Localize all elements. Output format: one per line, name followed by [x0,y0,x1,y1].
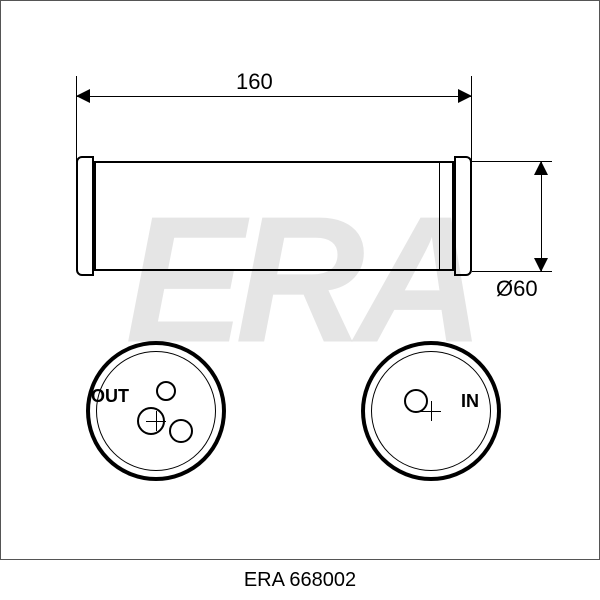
in-label: IN [461,391,479,412]
arrow-left-icon [76,89,92,103]
dim-dia-line [541,161,542,271]
footer-brand: ERA [244,569,284,591]
footer-part-number: 668002 [289,569,356,591]
cylinder-body [94,161,454,271]
out-label: OUT [91,386,129,407]
out-port-1 [156,381,176,401]
in-port-1 [404,389,428,413]
diagram-frame: ERA 160 Ø60 OUT IN [0,0,600,560]
in-center-v [431,401,432,421]
footer-caption: ERA 668002 [0,569,600,592]
arrow-down-icon [534,256,548,272]
arrow-right-icon [456,89,472,103]
cylinder-left-cap [76,156,94,276]
dim-length-line [76,96,471,97]
cylinder-right-cap [454,156,472,276]
dim-diameter-label: Ø60 [496,276,538,302]
out-port-2 [137,407,165,435]
dim-length-label: 160 [236,69,273,95]
arrow-up-icon [534,161,548,177]
out-port-3 [169,419,193,443]
cylinder-seam [439,161,440,271]
